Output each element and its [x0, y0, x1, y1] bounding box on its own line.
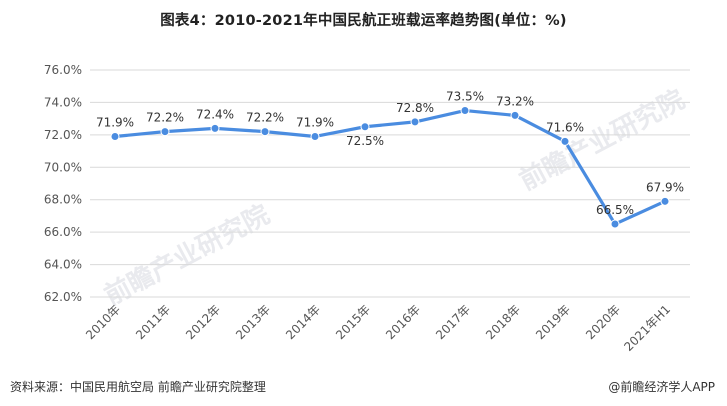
x-tick-label: 2020年	[583, 302, 623, 342]
data-label: 72.4%	[196, 107, 234, 121]
y-tick-label: 68.0%	[44, 193, 82, 207]
x-tick-label: 2013年	[233, 302, 273, 342]
source-note: 资料来源：中国民用航空局 前瞻产业研究院整理	[10, 380, 266, 394]
y-tick-label: 62.0%	[44, 290, 82, 304]
x-tick-label: 2018年	[483, 302, 523, 342]
data-label: 73.2%	[496, 94, 534, 108]
x-tick-label: 2017年	[433, 302, 473, 342]
y-tick-label: 74.0%	[44, 95, 82, 109]
y-tick-label: 64.0%	[44, 258, 82, 272]
data-labels: 71.9% 72.2% 72.4% 72.2% 71.9% 72.5% 72.8% 73.5%…	[96, 90, 684, 218]
data-point	[360, 122, 370, 132]
chart-title: 图表4：2010-2021年中国民航正班载运率趋势图(单位：%)	[160, 13, 567, 29]
x-tick-label: 2015年	[333, 302, 373, 342]
y-tick-label: 72.0%	[44, 128, 82, 142]
data-label: 72.2%	[246, 111, 284, 125]
line-chart: 62.0% 64.0% 66.0% 68.0% 70.0% 72.0% 74.0% 76.0%…	[44, 63, 690, 354]
series-line	[110, 106, 670, 229]
data-label: 72.5%	[346, 134, 384, 148]
series-line-path	[114, 108, 666, 226]
gridlines	[90, 69, 690, 298]
y-tick-label: 76.0%	[44, 63, 82, 77]
brand-credit: @前瞻经济学人APP	[608, 380, 715, 394]
data-point	[110, 131, 120, 141]
y-axis: 62.0% 64.0% 66.0% 68.0% 70.0% 72.0% 74.0% 76.0%	[44, 63, 82, 304]
x-tick-label: 2021年H1	[621, 302, 673, 354]
data-label: 72.8%	[396, 101, 434, 115]
x-tick-label: 2016年	[383, 302, 423, 342]
data-label: 71.6%	[546, 120, 584, 134]
data-point	[160, 127, 170, 137]
data-point	[260, 127, 270, 137]
y-tick-label: 66.0%	[44, 225, 82, 239]
data-label: 71.9%	[96, 115, 134, 129]
x-tick-label: 2019年	[533, 302, 573, 342]
data-point	[210, 123, 220, 133]
data-point	[510, 110, 520, 120]
data-point	[610, 219, 620, 229]
data-label: 67.9%	[646, 180, 684, 194]
data-point	[660, 196, 670, 206]
x-tick-label: 2010年	[83, 302, 123, 342]
y-tick-label: 70.0%	[44, 160, 82, 174]
data-point	[460, 106, 470, 116]
data-label: 72.2%	[146, 111, 184, 125]
x-axis: 2010年 2011年 2012年 2013年 2014年 2015年 2016年 2017年…	[83, 302, 673, 354]
x-tick-label: 2014年	[283, 302, 323, 342]
data-point	[410, 117, 420, 127]
data-label: 66.5%	[596, 203, 634, 217]
data-label: 73.5%	[446, 90, 484, 104]
data-point	[310, 131, 320, 141]
x-tick-label: 2012年	[183, 302, 223, 342]
x-tick-label: 2011年	[133, 302, 173, 342]
data-label: 71.9%	[296, 115, 334, 129]
data-point	[560, 136, 570, 146]
